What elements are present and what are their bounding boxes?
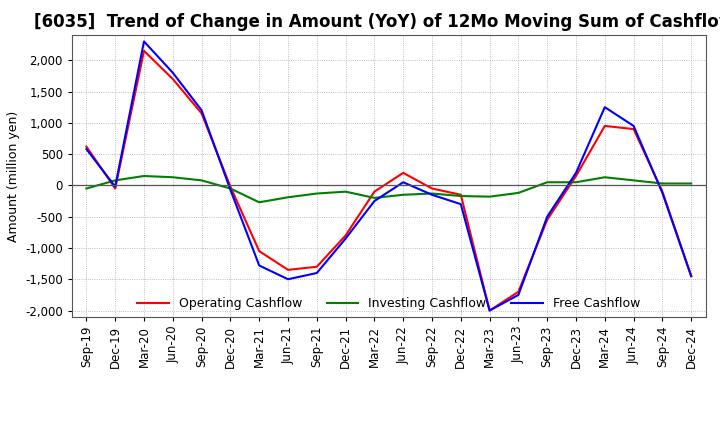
Investing Cashflow xyxy=(687,181,696,186)
Operating Cashflow xyxy=(140,48,148,54)
Investing Cashflow xyxy=(370,195,379,201)
Line: Operating Cashflow: Operating Cashflow xyxy=(86,51,691,311)
Investing Cashflow xyxy=(140,173,148,179)
Operating Cashflow xyxy=(284,267,292,272)
Investing Cashflow xyxy=(456,194,465,199)
Operating Cashflow xyxy=(312,264,321,269)
Free Cashflow xyxy=(226,187,235,192)
Operating Cashflow xyxy=(399,170,408,176)
Investing Cashflow xyxy=(284,194,292,200)
Free Cashflow xyxy=(255,263,264,268)
Investing Cashflow xyxy=(341,189,350,194)
Operating Cashflow xyxy=(687,274,696,279)
Legend: Operating Cashflow, Investing Cashflow, Free Cashflow: Operating Cashflow, Investing Cashflow, … xyxy=(131,291,647,316)
Operating Cashflow xyxy=(456,192,465,198)
Free Cashflow xyxy=(629,123,638,128)
Operating Cashflow xyxy=(168,77,177,82)
Investing Cashflow xyxy=(255,200,264,205)
Operating Cashflow xyxy=(255,249,264,254)
Free Cashflow xyxy=(370,198,379,204)
Operating Cashflow xyxy=(485,308,494,313)
Free Cashflow xyxy=(485,308,494,313)
Free Cashflow xyxy=(197,108,206,113)
Investing Cashflow xyxy=(399,192,408,198)
Free Cashflow xyxy=(658,190,667,195)
Investing Cashflow xyxy=(658,181,667,186)
Free Cashflow xyxy=(514,292,523,297)
Free Cashflow xyxy=(111,184,120,189)
Free Cashflow xyxy=(168,70,177,75)
Investing Cashflow xyxy=(600,175,609,180)
Investing Cashflow xyxy=(572,180,580,185)
Operating Cashflow xyxy=(226,184,235,189)
Investing Cashflow xyxy=(168,175,177,180)
Operating Cashflow xyxy=(658,189,667,194)
Operating Cashflow xyxy=(572,173,580,179)
Free Cashflow xyxy=(341,236,350,241)
Free Cashflow xyxy=(312,270,321,275)
Investing Cashflow xyxy=(197,178,206,183)
Free Cashflow xyxy=(399,180,408,185)
Free Cashflow xyxy=(572,170,580,176)
Operating Cashflow xyxy=(341,233,350,238)
Investing Cashflow xyxy=(111,178,120,183)
Investing Cashflow xyxy=(82,186,91,191)
Investing Cashflow xyxy=(312,191,321,196)
Investing Cashflow xyxy=(485,194,494,199)
Free Cashflow xyxy=(456,202,465,207)
Free Cashflow xyxy=(82,147,91,152)
Operating Cashflow xyxy=(600,123,609,128)
Title: [6035]  Trend of Change in Amount (YoY) of 12Mo Moving Sum of Cashflows: [6035] Trend of Change in Amount (YoY) o… xyxy=(34,13,720,31)
Investing Cashflow xyxy=(428,191,436,196)
Operating Cashflow xyxy=(197,111,206,116)
Free Cashflow xyxy=(687,274,696,279)
Investing Cashflow xyxy=(629,178,638,183)
Line: Free Cashflow: Free Cashflow xyxy=(86,41,691,311)
Free Cashflow xyxy=(600,105,609,110)
Line: Investing Cashflow: Investing Cashflow xyxy=(86,176,691,202)
Free Cashflow xyxy=(543,214,552,219)
Investing Cashflow xyxy=(543,180,552,185)
Operating Cashflow xyxy=(428,186,436,191)
Free Cashflow xyxy=(140,39,148,44)
Operating Cashflow xyxy=(370,189,379,194)
Operating Cashflow xyxy=(543,217,552,223)
Operating Cashflow xyxy=(629,126,638,132)
Investing Cashflow xyxy=(226,186,235,191)
Free Cashflow xyxy=(284,277,292,282)
Operating Cashflow xyxy=(82,144,91,149)
Investing Cashflow xyxy=(514,190,523,195)
Free Cashflow xyxy=(428,192,436,198)
Y-axis label: Amount (million yen): Amount (million yen) xyxy=(6,110,19,242)
Operating Cashflow xyxy=(111,186,120,191)
Operating Cashflow xyxy=(514,289,523,294)
